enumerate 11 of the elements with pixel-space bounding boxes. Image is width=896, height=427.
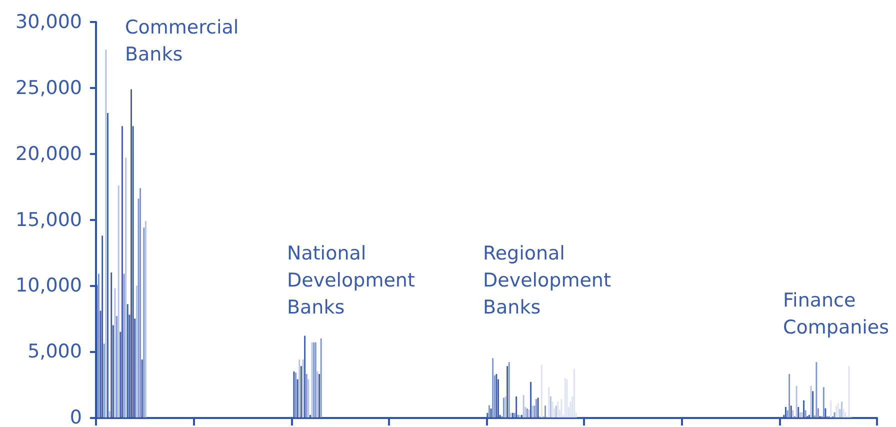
- annotation: Regional Development Banks: [483, 242, 611, 318]
- y-tick-label: 20,000: [16, 142, 82, 165]
- y-tick-label: 10,000: [16, 274, 82, 297]
- y-tick-label: 0: [70, 406, 82, 427]
- y-tick-label: 25,000: [16, 76, 82, 99]
- annotation: Commercial Banks: [125, 16, 239, 66]
- annotation: Finance Companies: [783, 290, 890, 338]
- y-tick-label: 15,000: [16, 208, 82, 231]
- y-tick-label: 30,000: [16, 11, 82, 33]
- y-tick-label: 5,000: [28, 340, 82, 363]
- annotation: National Development Banks: [287, 242, 415, 318]
